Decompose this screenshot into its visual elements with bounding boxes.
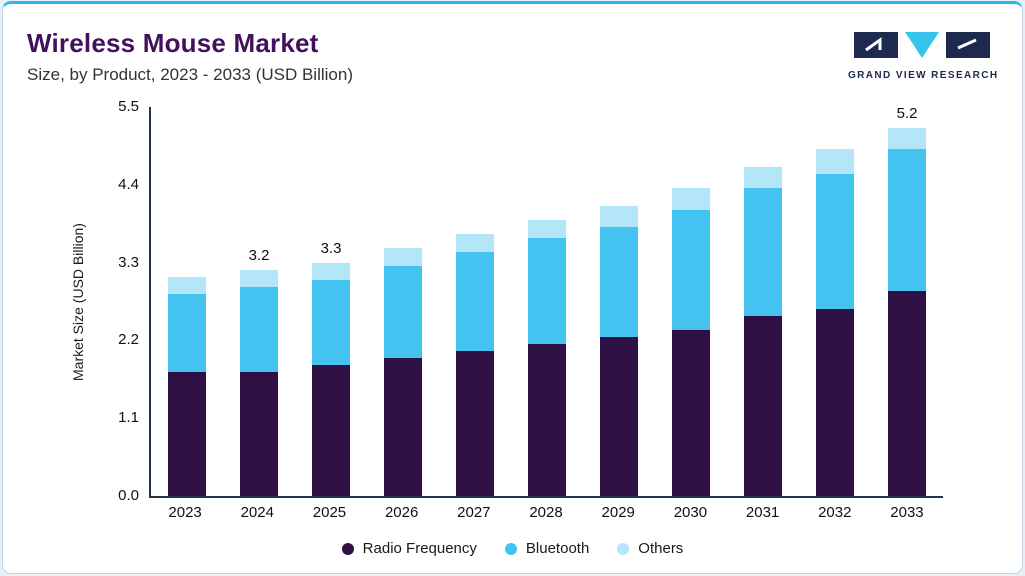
bar-slot-2031 [727,107,799,496]
legend-label: Radio Frequency [362,540,477,557]
bar-segment-others [168,276,206,295]
bar-2028 [528,220,566,496]
bar-2032 [816,149,854,496]
bar-segment-bluetooth [528,237,566,344]
legend-item-bluetooth: Bluetooth [504,540,590,557]
x-tick-label-2030: 2030 [673,504,708,521]
bar-slot-2024: 3.2 [223,107,295,496]
bar-slot-2023 [151,107,223,496]
grandview-logo: GRAND VIEW RESEARCH [848,30,999,81]
y-tick-label: 0.0 [118,487,139,504]
bar-segment-others [888,128,926,150]
bar-segment-radio-frequency [312,365,350,496]
bar-slot-2032 [799,107,871,496]
x-tick-label-2031: 2031 [745,504,780,521]
grandview-logo-text: GRAND VIEW RESEARCH [848,70,999,81]
bar-2025 [312,262,350,496]
bar-segment-radio-frequency [888,290,926,496]
bar-2033 [888,128,926,496]
bar-segment-bluetooth [456,252,494,352]
bar-segment-radio-frequency [744,315,782,496]
x-axis-labels: 2023 2024 2025 2026 2027 2028 2029 2030 2031 2032… [149,504,943,521]
y-axis-title: Market Size (USD Billion) [70,223,86,382]
x-tick-label-2026: 2026 [384,504,419,521]
page-title: Wireless Mouse Market [27,28,319,58]
bar-segment-bluetooth [240,287,278,373]
grandview-logo-icon [854,32,990,58]
bars-container: 3.2 3.3 5.2 [151,105,943,496]
bar-segment-others [816,149,854,175]
x-tick-label-2025: 2025 [312,504,347,521]
legend: Radio Frequency Bluetooth Others [3,540,1022,557]
bar-slot-2030 [655,107,727,496]
bar-slot-2027 [439,107,511,496]
bar-total-label-2025: 3.3 [320,239,342,257]
bar-segment-radio-frequency [816,308,854,496]
bar-segment-radio-frequency [600,336,638,496]
bar-segment-others [384,248,422,267]
legend-item-radio-frequency: Radio Frequency [341,540,477,557]
bar-total-label-2033: 5.2 [896,105,918,123]
x-tick-label-2024: 2024 [240,504,274,521]
legend-label: Bluetooth [525,540,590,557]
page-subtitle: Size, by Product, 2023 - 2033 (USD Billi… [27,65,353,84]
bar-slot-2029 [583,107,655,496]
y-tick-label: 2.2 [118,331,139,349]
bar-segment-radio-frequency [384,358,422,496]
bar-slot-2026 [367,107,439,496]
legend-dot-icon [504,542,517,555]
legend-item-others: Others [617,540,683,557]
bar-segment-others [672,188,710,210]
bar-segment-bluetooth [888,149,926,291]
bar-2023 [168,276,206,496]
bar-2027 [456,234,494,496]
y-tick-label: 3.3 [118,253,139,271]
bar-2031 [744,167,782,496]
bar-segment-radio-frequency [528,343,566,496]
x-tick-label-2033: 2033 [890,504,924,521]
chart-header: Wireless Mouse Market Size, by Product, … [27,28,353,85]
bar-segment-bluetooth [816,174,854,309]
bar-segment-bluetooth [312,280,350,366]
bar-segment-radio-frequency [240,372,278,496]
bar-segment-others [456,234,494,252]
x-tick-label-2027: 2027 [457,504,491,521]
bar-2026 [384,248,422,496]
bar-2029 [600,206,638,496]
bar-slot-2033: 5.2 [871,105,943,496]
bar-segment-radio-frequency [456,351,494,496]
bar-slot-2025: 3.3 [295,107,367,496]
x-tick-label-2028: 2028 [529,504,563,521]
bar-segment-radio-frequency [168,372,206,496]
bar-segment-others [600,206,638,228]
bar-2024 [240,269,278,496]
bar-segment-bluetooth [168,294,206,373]
bar-segment-others [528,220,566,238]
bar-2030 [672,188,710,496]
y-tick-label: 1.1 [118,409,139,427]
x-tick-label-2029: 2029 [601,504,635,521]
bar-total-label-2024: 3.2 [248,246,270,264]
plot-area: 0.0 1.1 2.2 3.3 4.4 5.5 3.2 3.3 5.2 [118,98,943,504]
bar-segment-bluetooth [384,266,422,359]
bar-segment-radio-frequency [672,329,710,496]
bar-segment-others [240,269,278,288]
bar-segment-bluetooth [744,188,782,316]
bar-segment-others [744,167,782,189]
x-tick-label-2023: 2023 [168,504,202,521]
bar-slot-2028 [511,107,583,496]
y-tick-label: 5.5 [118,98,139,115]
y-tick-label: 4.4 [118,175,139,193]
legend-dot-icon [341,542,354,555]
x-tick-label-2032: 2032 [818,504,852,521]
bar-segment-others [312,262,350,281]
bar-segment-bluetooth [672,209,710,330]
legend-dot-icon [617,542,630,555]
bar-segment-bluetooth [600,227,638,337]
legend-label: Others [638,540,684,557]
